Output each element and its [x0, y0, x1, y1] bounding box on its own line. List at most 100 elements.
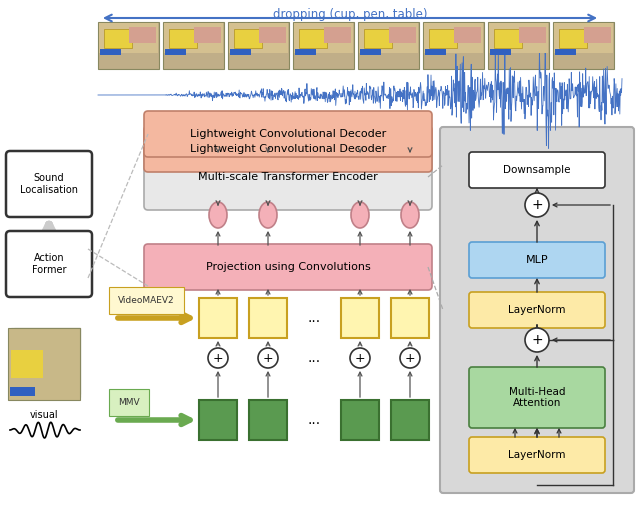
FancyBboxPatch shape — [440, 127, 634, 493]
Bar — [391, 400, 429, 440]
Circle shape — [258, 348, 278, 368]
Bar — [230, 49, 252, 55]
Bar — [163, 22, 224, 69]
Text: Lightweight Convolutional Decoder: Lightweight Convolutional Decoder — [190, 144, 386, 154]
Text: +: + — [262, 352, 273, 365]
Ellipse shape — [259, 202, 277, 228]
Bar — [429, 29, 456, 48]
Bar — [341, 298, 379, 338]
FancyBboxPatch shape — [469, 292, 605, 328]
Bar — [249, 400, 287, 440]
Circle shape — [525, 328, 549, 352]
Text: Multi-Head
Attention: Multi-Head Attention — [509, 387, 565, 408]
Bar — [13, 385, 37, 393]
Text: +: + — [531, 333, 543, 347]
Bar — [104, 29, 132, 48]
FancyBboxPatch shape — [144, 144, 432, 210]
Bar — [555, 49, 577, 55]
Text: Downsample: Downsample — [503, 165, 571, 175]
Bar — [488, 22, 549, 69]
Bar — [8, 328, 80, 400]
Text: ...: ... — [307, 311, 321, 325]
Bar — [489, 23, 548, 53]
FancyBboxPatch shape — [469, 367, 605, 428]
Bar — [553, 22, 614, 69]
FancyBboxPatch shape — [469, 242, 605, 278]
Text: ...: ... — [307, 413, 321, 427]
Bar — [293, 22, 354, 69]
Bar — [559, 29, 586, 48]
Bar — [425, 49, 446, 55]
Bar — [494, 29, 522, 48]
FancyBboxPatch shape — [144, 126, 432, 172]
Bar — [364, 29, 392, 48]
Bar — [17, 352, 47, 379]
Circle shape — [400, 348, 420, 368]
Bar — [341, 400, 379, 440]
Bar — [360, 49, 381, 55]
Text: MLP: MLP — [525, 255, 548, 265]
Text: LayerNorm: LayerNorm — [508, 305, 566, 315]
Bar — [249, 298, 287, 338]
Bar — [388, 27, 416, 43]
Bar — [294, 23, 353, 53]
Bar — [99, 23, 158, 53]
Bar — [16, 382, 39, 390]
Text: +: + — [355, 352, 365, 365]
Bar — [454, 27, 481, 43]
Text: LayerNorm: LayerNorm — [508, 450, 566, 460]
Text: Multi-scale Transformer Encoder: Multi-scale Transformer Encoder — [198, 172, 378, 182]
Bar — [199, 298, 237, 338]
Bar — [11, 328, 80, 397]
Text: +: + — [404, 352, 415, 365]
Ellipse shape — [209, 202, 227, 228]
Bar — [169, 29, 196, 48]
Bar — [14, 351, 45, 379]
Text: Action
Former: Action Former — [32, 253, 67, 275]
Circle shape — [350, 348, 370, 368]
Text: visual: visual — [29, 410, 58, 420]
Circle shape — [208, 348, 228, 368]
Bar — [98, 22, 159, 69]
Bar — [423, 22, 484, 69]
Bar — [11, 350, 44, 379]
Bar — [199, 400, 237, 440]
Bar — [359, 23, 418, 53]
FancyBboxPatch shape — [469, 437, 605, 473]
FancyBboxPatch shape — [6, 231, 92, 297]
Bar — [193, 27, 221, 43]
Text: +: + — [531, 198, 543, 212]
Text: dropping (cup, pen, table): dropping (cup, pen, table) — [273, 8, 428, 21]
FancyBboxPatch shape — [144, 111, 432, 157]
FancyBboxPatch shape — [144, 244, 432, 290]
Ellipse shape — [351, 202, 369, 228]
Bar — [424, 23, 483, 53]
Text: MMV: MMV — [118, 398, 140, 407]
Circle shape — [525, 193, 549, 217]
Bar — [165, 49, 186, 55]
Bar — [129, 27, 156, 43]
Bar — [228, 22, 289, 69]
Bar — [234, 29, 262, 48]
Text: Lightweight Convolutional Decoder: Lightweight Convolutional Decoder — [190, 129, 386, 139]
Bar — [554, 23, 613, 53]
Bar — [358, 22, 419, 69]
Text: Sound
Localisation: Sound Localisation — [20, 173, 78, 195]
Text: ...: ... — [307, 351, 321, 365]
Bar — [299, 29, 326, 48]
Bar — [229, 23, 288, 53]
Bar — [259, 27, 286, 43]
Ellipse shape — [401, 202, 419, 228]
Bar — [584, 27, 611, 43]
Text: +: + — [212, 352, 223, 365]
Bar — [518, 27, 546, 43]
Bar — [490, 49, 511, 55]
Bar — [323, 27, 351, 43]
Bar — [100, 49, 122, 55]
FancyBboxPatch shape — [469, 152, 605, 188]
Bar — [295, 49, 316, 55]
Bar — [10, 387, 35, 396]
Text: VideoMAEV2: VideoMAEV2 — [118, 296, 175, 305]
Text: Projection using Convolutions: Projection using Convolutions — [205, 262, 371, 272]
Bar — [164, 23, 223, 53]
